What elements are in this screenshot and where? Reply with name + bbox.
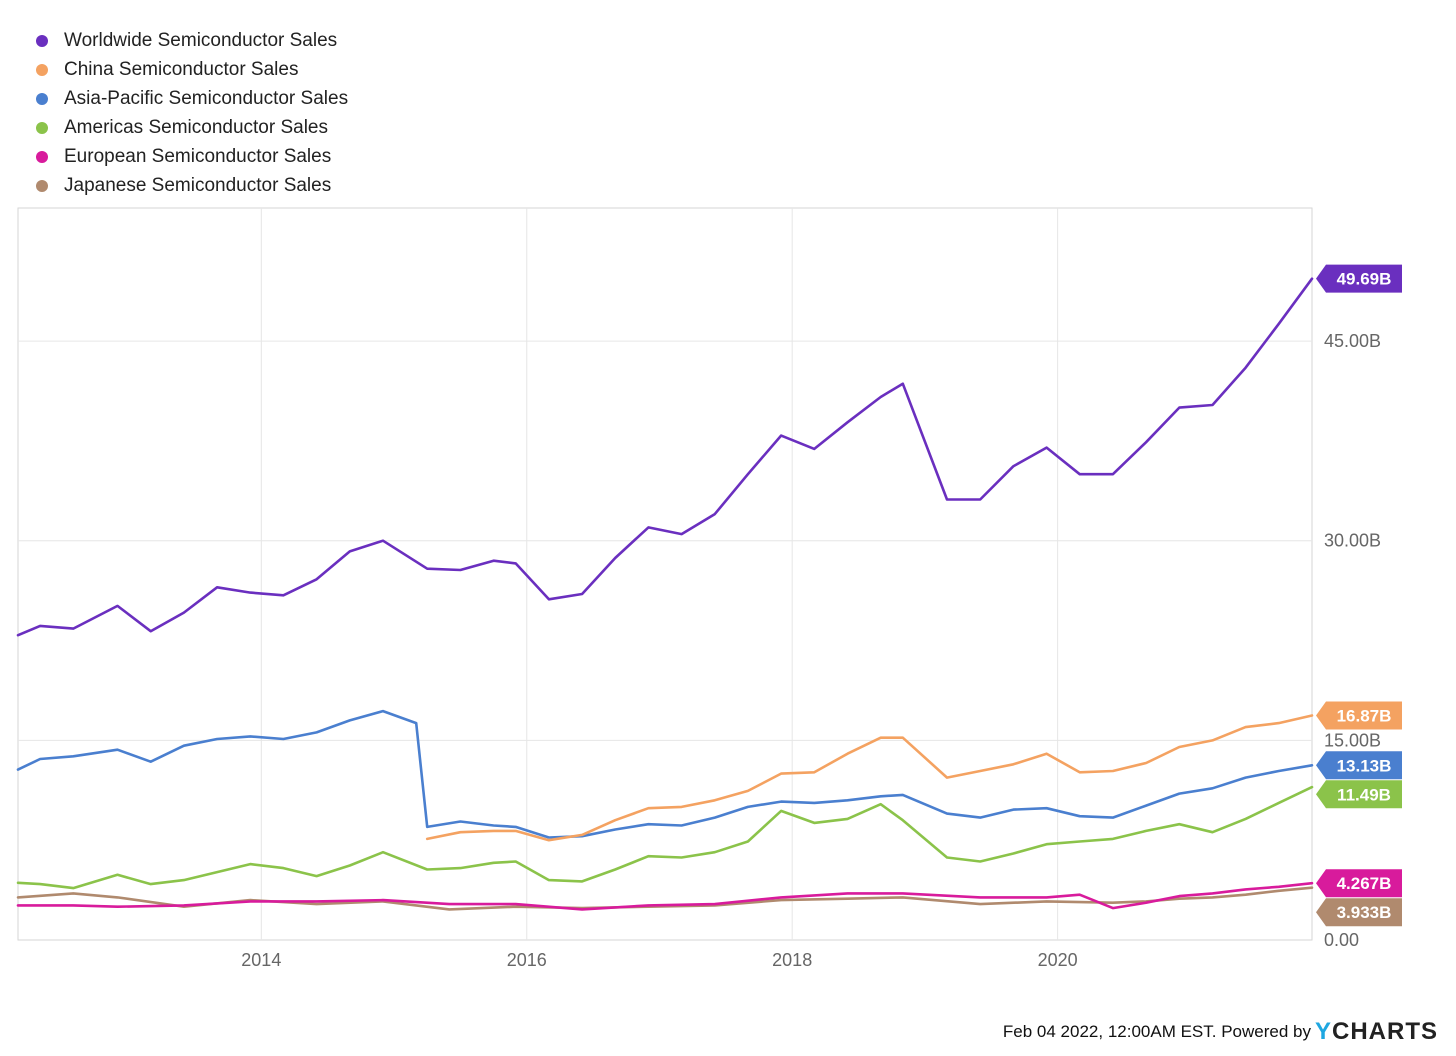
end-value-tag: 16.87B bbox=[1316, 701, 1402, 730]
end-value-label: 4.267B bbox=[1337, 874, 1392, 893]
ycharts-logo[interactable]: YCHARTS bbox=[1315, 1018, 1438, 1046]
footer-timestamp: Feb 04 2022, 12:00AM EST. Powered by bbox=[1002, 1022, 1311, 1041]
legend-item[interactable]: Asia-Pacific Semiconductor Sales bbox=[36, 84, 348, 113]
end-value-tag-bg bbox=[1316, 869, 1402, 898]
legend-label: Worldwide Semiconductor Sales bbox=[64, 29, 338, 51]
legend-item[interactable]: Worldwide Semiconductor Sales bbox=[36, 26, 348, 55]
legend-item[interactable]: China Semiconductor Sales bbox=[36, 55, 348, 84]
series-line bbox=[16, 881, 1314, 911]
legend-item[interactable]: Japanese Semiconductor Sales bbox=[36, 171, 348, 200]
series-line bbox=[16, 277, 1314, 637]
end-value-tag-bg bbox=[1316, 701, 1402, 730]
end-value-tag-bg bbox=[1316, 264, 1402, 293]
legend-label: China Semiconductor Sales bbox=[64, 58, 299, 80]
end-value-tag: 11.49B bbox=[1316, 780, 1402, 809]
end-value-tag: 4.267B bbox=[1316, 869, 1402, 898]
x-tick-label: 2014 bbox=[241, 950, 281, 970]
legend-label: Japanese Semiconductor Sales bbox=[64, 174, 332, 196]
series-line bbox=[425, 714, 1314, 842]
legend-label: Americas Semiconductor Sales bbox=[64, 116, 328, 138]
end-value-label: 49.69B bbox=[1337, 270, 1392, 289]
end-value-tag: 49.69B bbox=[1316, 264, 1402, 293]
chart-footer: Feb 04 2022, 12:00AM EST. Powered by YCH… bbox=[1003, 1018, 1438, 1046]
legend-marker bbox=[36, 179, 48, 192]
end-value-tag: 3.933B bbox=[1316, 898, 1402, 927]
series-line bbox=[16, 709, 1314, 839]
legend-label: Asia-Pacific Semiconductor Sales bbox=[64, 87, 349, 109]
x-tick-label: 2020 bbox=[1038, 950, 1078, 970]
ycharts-logo-y: Y bbox=[1314, 1018, 1332, 1045]
legend-marker bbox=[36, 92, 48, 105]
end-value-label: 11.49B bbox=[1337, 785, 1391, 804]
legend-marker bbox=[36, 150, 48, 163]
legend-marker bbox=[36, 63, 48, 76]
legend-marker bbox=[36, 34, 48, 47]
end-value-tag: 13.13B bbox=[1316, 751, 1402, 780]
y-tick-label: 45.00B bbox=[1324, 331, 1381, 351]
legend-label: European Semiconductor Sales bbox=[64, 145, 332, 167]
y-tick-label: 30.00B bbox=[1324, 531, 1381, 551]
end-value-label: 13.13B bbox=[1337, 756, 1392, 775]
chart-legend: Worldwide Semiconductor Sales China Semic… bbox=[36, 26, 348, 200]
legend-marker bbox=[36, 121, 48, 134]
series-line bbox=[16, 785, 1314, 890]
end-value-tag-bg bbox=[1316, 898, 1402, 927]
legend-item[interactable]: Americas Semiconductor Sales bbox=[36, 113, 348, 142]
plot-area bbox=[17, 207, 1313, 941]
x-tick-label: 2018 bbox=[772, 950, 812, 970]
end-value-label: 16.87B bbox=[1337, 706, 1392, 725]
legend-item[interactable]: European Semiconductor Sales bbox=[36, 142, 348, 171]
ycharts-logo-text: CHARTS bbox=[1332, 1018, 1438, 1045]
y-tick-label: 15.00B bbox=[1324, 730, 1381, 750]
end-value-label: 3.933B bbox=[1337, 903, 1392, 922]
end-value-tag-bg bbox=[1316, 780, 1402, 809]
x-tick-label: 2016 bbox=[507, 950, 547, 970]
end-value-tag-bg bbox=[1316, 751, 1402, 780]
y-tick-label: 0.00 bbox=[1324, 930, 1359, 950]
